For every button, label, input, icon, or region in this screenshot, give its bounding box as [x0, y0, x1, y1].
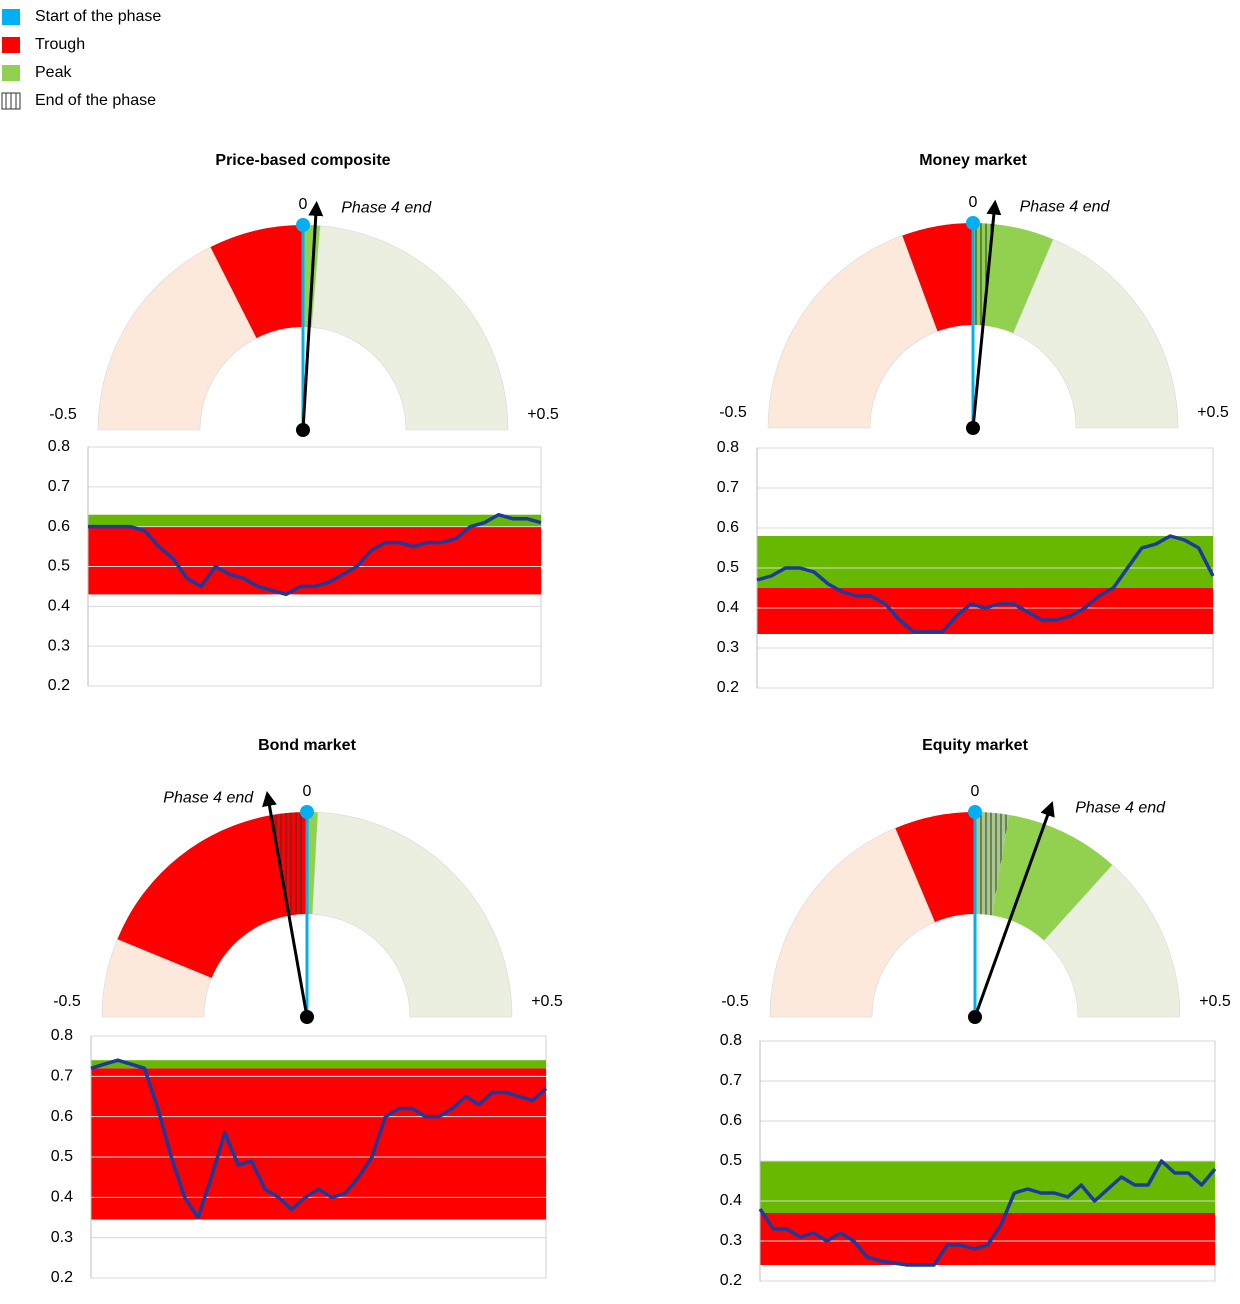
gauge-tick-label: 0: [303, 783, 312, 800]
band: [88, 514, 541, 527]
gauge-title: Money market: [919, 152, 1027, 169]
needle-hub: [300, 1010, 314, 1024]
y-tick-label: 0.6: [48, 518, 70, 535]
gauge-sector: [307, 812, 318, 915]
phase-start-dot: [300, 805, 314, 819]
gauge-sector-hatch: [271, 812, 307, 916]
legend-label: Peak: [35, 64, 72, 81]
phase-end-needle: [301, 200, 324, 431]
y-tick-label: 0.5: [717, 559, 739, 576]
gauge-sector: [769, 827, 936, 1018]
gauge-sector: [101, 938, 213, 1018]
y-tick-label: 0.2: [51, 1269, 73, 1286]
phase-end-needle: [971, 199, 1002, 429]
gauge-sector: [767, 235, 938, 429]
legend-swatch: [2, 37, 20, 53]
gauge-tick-label: +0.5: [1199, 993, 1231, 1010]
gauge-tick-label: 0: [969, 194, 978, 211]
phase-start-dot: [966, 216, 980, 230]
gauge-title: Bond market: [258, 737, 356, 754]
gauge-sector: [895, 812, 975, 923]
line-series: [758, 1159, 1217, 1267]
gauge-tick-label: -0.5: [719, 404, 747, 421]
y-tick-label: 0.4: [51, 1189, 73, 1206]
band: [757, 536, 1213, 588]
y-tick-label: 0.6: [720, 1112, 742, 1129]
gauge-sector: [311, 225, 509, 431]
gauge-tick-label: 0: [971, 783, 980, 800]
y-tick-label: 0.4: [720, 1192, 742, 1209]
gauge-sector: [312, 811, 513, 1018]
band: [760, 1213, 1215, 1265]
y-tick-label: 0.6: [717, 519, 739, 536]
y-tick-label: 0.8: [48, 438, 70, 455]
gauge-sector: [992, 814, 1113, 941]
needle-hub: [968, 1010, 982, 1024]
line-series: [88, 512, 542, 597]
band: [757, 588, 1213, 634]
y-tick-label: 0.3: [48, 637, 70, 654]
annotation: Phase 4 end: [163, 790, 254, 807]
gauge-sector-hatch: [975, 812, 1009, 916]
y-tick-label: 0.8: [51, 1027, 73, 1044]
gauge-title: Price-based composite: [215, 152, 390, 169]
annotation: Phase 4 end: [1020, 198, 1111, 215]
y-tick-label: 0.2: [717, 679, 739, 696]
y-tick-label: 0.2: [48, 677, 70, 694]
y-tick-label: 0.8: [717, 439, 739, 456]
gauge-sector: [1012, 238, 1179, 429]
legend-hatch: [2, 93, 20, 109]
y-tick-label: 0.7: [720, 1072, 742, 1089]
gauge-tick-label: -0.5: [721, 993, 749, 1010]
band: [88, 526, 541, 595]
needle-hub: [966, 421, 980, 435]
phase-end-needle: [973, 801, 1055, 1018]
gauge-sector: [1043, 864, 1181, 1018]
y-tick-label: 0.4: [717, 599, 739, 616]
legend-label: Trough: [35, 36, 85, 53]
y-tick-label: 0.4: [48, 598, 70, 615]
legend-swatch: [2, 65, 20, 81]
gauge-sector: [210, 225, 303, 339]
y-tick-label: 0.3: [51, 1229, 73, 1246]
annotation: Phase 4 end: [341, 200, 432, 217]
gauge-sector: [97, 246, 257, 431]
y-tick-label: 0.5: [51, 1148, 73, 1165]
gauge-sector: [117, 815, 289, 978]
gauge-sector: [983, 223, 1054, 334]
y-tick-label: 0.3: [717, 639, 739, 656]
y-tick-label: 0.6: [51, 1108, 73, 1125]
band: [91, 1060, 546, 1069]
line-series: [756, 534, 1215, 634]
gauge-sector: [902, 223, 973, 332]
y-tick-label: 0.5: [48, 558, 70, 575]
phase-start-dot: [296, 218, 310, 232]
gauge-title: Equity market: [922, 737, 1028, 754]
y-tick-label: 0.2: [720, 1272, 742, 1289]
gauge-tick-label: +0.5: [527, 406, 559, 423]
gauge-tick-label: 0: [299, 196, 308, 213]
band: [91, 1068, 546, 1220]
annotation: Phase 4 end: [1075, 799, 1166, 816]
legend-label: Start of the phase: [35, 8, 161, 25]
y-tick-label: 0.7: [48, 478, 70, 495]
y-tick-label: 0.8: [720, 1032, 742, 1049]
gauge-tick-label: -0.5: [53, 993, 81, 1010]
y-tick-label: 0.7: [51, 1068, 73, 1085]
gauge-tick-label: +0.5: [1197, 404, 1229, 421]
line-series: [90, 1058, 548, 1220]
y-tick-label: 0.3: [720, 1232, 742, 1249]
legend-swatch: [2, 9, 20, 25]
gauge-tick-label: +0.5: [531, 993, 563, 1010]
gauge-tick-label: -0.5: [49, 406, 77, 423]
needle-hub: [296, 423, 310, 437]
gauge-sector-hatch: [973, 223, 993, 326]
legend-label: End of the phase: [35, 92, 156, 109]
phase-start-dot: [968, 805, 982, 819]
phase-end-needle: [262, 791, 309, 1018]
y-tick-label: 0.5: [720, 1152, 742, 1169]
band: [760, 1161, 1215, 1213]
y-tick-label: 0.7: [717, 479, 739, 496]
